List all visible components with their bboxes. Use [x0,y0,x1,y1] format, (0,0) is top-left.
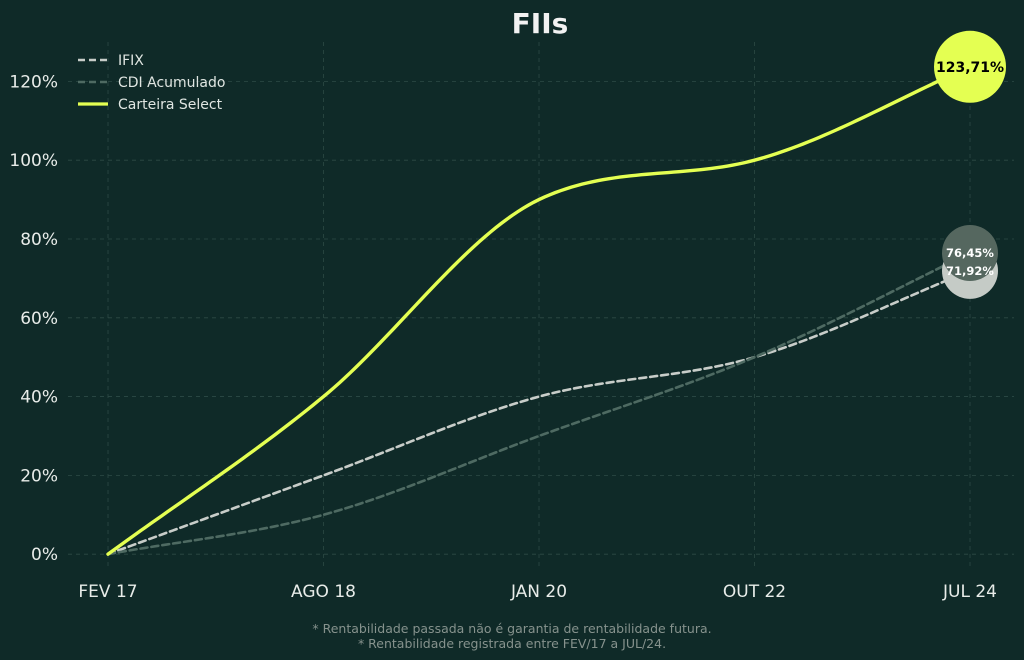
end-marker-cdi-acumulado [942,224,998,281]
footnote-2: * Rentabilidade registrada entre FEV/17 … [357,636,667,651]
end-label-carteira-select: 123,71% [936,60,1004,76]
x-tick-label: AGO 18 [291,582,356,602]
end-label-ifix: 71,92% [946,264,994,278]
x-tick-label: JAN 20 [510,582,567,602]
footnote-1: * Rentabilidade passada não é garantia d… [312,621,712,636]
series-line-carteira-select [106,65,972,556]
end-marker-carteira-select [934,30,1006,103]
y-tick-label: 20% [20,466,58,486]
x-tick-label: JUL 24 [942,582,997,602]
legend: IFIX CDI Acumulado Carteira Select [78,53,225,113]
y-tick-label: 80% [20,230,58,250]
end-label-cdi-acumulado: 76,45% [946,246,994,260]
y-axis: 0% 20% 40% 60% 80% 100% 120% [9,72,58,565]
end-markers: 71,92% 76,45% 123,71% [934,30,1006,299]
y-tick-label: 40% [20,388,58,408]
series-line-cdi-acumulado [106,251,972,556]
y-tick-label: 0% [31,545,58,565]
x-tick-label: OUT 22 [723,582,786,602]
y-tick-label: 100% [9,151,58,171]
series-line-ifix [106,269,972,556]
y-tick-label: 120% [9,72,58,92]
legend-label-carteira-select: Carteira Select [118,97,223,113]
legend-label-cdi-acumulado: CDI Acumulado [118,75,225,91]
legend-label-ifix: IFIX [118,53,144,69]
series-group [106,65,972,556]
x-axis: FEV 17 AGO 18 JAN 20 OUT 22 JUL 24 [78,582,997,602]
chart-title: FIIs [512,7,569,40]
y-tick-label: 60% [20,309,58,329]
x-tick-label: FEV 17 [78,582,137,602]
